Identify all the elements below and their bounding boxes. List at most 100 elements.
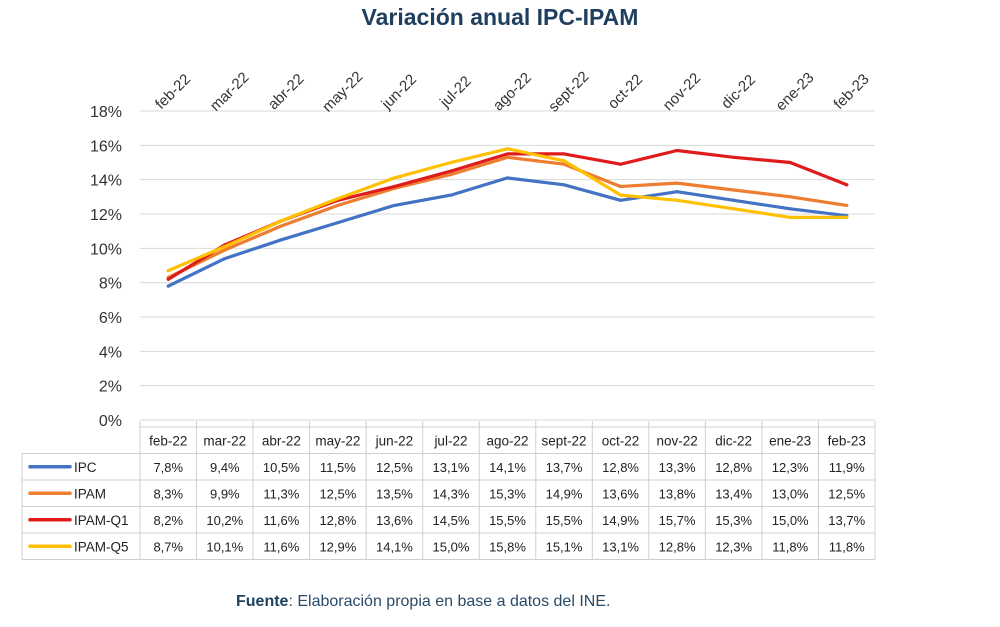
table-value-cell: 14,9% [602, 513, 639, 528]
table-value-cell: 15,5% [489, 513, 526, 528]
table-value-cell: 12,5% [319, 486, 356, 501]
table-value-cell: 12,8% [715, 460, 752, 475]
table-value-cell: 7,8% [153, 460, 183, 475]
table-value-cell: 10,5% [263, 460, 300, 475]
data-point [562, 152, 566, 156]
table-value-cell: 9,9% [210, 486, 240, 501]
series-lines [166, 147, 849, 288]
x-tick-label: may-22 [319, 68, 366, 115]
data-point [675, 148, 679, 153]
data-point [732, 188, 736, 192]
table-value-cell: 8,3% [153, 486, 183, 501]
y-tick-label: 14% [90, 173, 122, 190]
data-point [223, 245, 227, 249]
table-value-cell: 11,8% [772, 539, 808, 554]
table-header-cell: nov-22 [656, 433, 697, 448]
x-tick-label: abr-22 [265, 70, 308, 113]
data-point [788, 160, 792, 165]
data-point [505, 155, 510, 159]
table-value-cell: 8,2% [153, 513, 183, 528]
table-value-cell: 10,1% [206, 539, 243, 554]
data-point [336, 220, 340, 225]
data-point [449, 160, 453, 165]
table-value-cell: 14,5% [433, 513, 470, 528]
data-point [223, 257, 227, 261]
y-tick-label: 16% [90, 138, 122, 155]
x-tick-label: feb-23 [830, 71, 872, 113]
series-line-ipam-q5 [166, 147, 849, 273]
table-value-cell: 12,5% [376, 460, 413, 475]
x-tick-label: ago-22 [490, 69, 535, 114]
y-tick-label: 2% [99, 379, 122, 396]
table-value-cell: 14,9% [546, 486, 583, 501]
x-axis-ticks: feb-22 mar-22 abr-22 may-22 jun-22 jul-22 ago-… [152, 68, 873, 115]
table-value-cell: 14,1% [489, 460, 526, 475]
table-header-cell: dic-22 [715, 433, 752, 448]
table-value-cell: 15,3% [715, 513, 752, 528]
table-value-cell: 13,0% [772, 486, 809, 501]
data-point [618, 193, 623, 197]
series-line-ipam [166, 155, 849, 280]
x-tick-label: nov-22 [660, 70, 704, 114]
data-point [392, 184, 397, 189]
table-value-cell: 13,1% [602, 539, 639, 554]
data-point [449, 172, 453, 177]
data-point [279, 238, 283, 242]
data-point [336, 203, 340, 208]
data-point [223, 248, 227, 252]
source-text: : Elaboración propia en base a datos del… [288, 593, 611, 610]
table-value-cell: 12,5% [828, 486, 865, 501]
table-header-cell: oct-22 [602, 433, 640, 448]
legend-label: IPC [74, 460, 97, 475]
table-value-cell: 12,8% [319, 513, 356, 528]
data-point [166, 284, 170, 288]
y-tick-label: 18% [90, 104, 122, 121]
table-value-cell: 13,7% [546, 460, 583, 475]
data-point [788, 207, 792, 211]
data-point [562, 159, 566, 163]
data-point [618, 162, 623, 166]
x-tick-label: mar-22 [207, 69, 253, 115]
table-value-cell: 15,5% [546, 513, 583, 528]
table-value-cell: 15,3% [489, 486, 526, 501]
table-value-cell: 11,5% [320, 460, 356, 475]
data-point [562, 162, 566, 166]
data-point [675, 181, 679, 185]
y-axis-ticks: 0% 2% 4% 6% 8% 10% 12% 14% 16% 18% [90, 104, 122, 430]
table-value-cell: 11,6% [263, 513, 299, 528]
data-point [505, 176, 510, 180]
table-header-cell: ene-23 [769, 433, 811, 448]
table-value-cell: 12,8% [659, 539, 696, 554]
x-tick-label: jun-22 [378, 71, 420, 113]
table-value-cell: 15,7% [659, 513, 696, 528]
legend-label: IPAM-Q1 [74, 513, 129, 528]
legend-label: IPAM [74, 486, 106, 501]
data-point [618, 184, 623, 189]
table-value-cell: 8,7% [153, 539, 183, 554]
table-value-cell: 13,7% [828, 513, 865, 528]
table-header-cell: jun-22 [375, 433, 414, 448]
data-point [279, 219, 283, 223]
data-point [562, 183, 566, 187]
table-header-cell: feb-22 [149, 433, 187, 448]
y-tick-label: 8% [99, 276, 122, 293]
table-value-cell: 12,3% [772, 460, 809, 475]
x-tick-label: jul-22 [436, 73, 475, 112]
table-value-cell: 13,6% [376, 513, 413, 528]
data-point [732, 198, 736, 202]
data-point [392, 176, 397, 180]
data-point [788, 195, 792, 199]
data-table: feb-22 mar-22 abr-22 may-22 jun-22 jul-22 ago-… [21, 421, 876, 560]
x-tick-label: ene-23 [772, 69, 817, 114]
table-value-cell: 14,1% [376, 539, 413, 554]
table-value-cell: 12,9% [319, 539, 356, 554]
table-header-cell: jul-22 [433, 433, 467, 448]
table-header-cell: feb-23 [828, 433, 866, 448]
data-point [166, 277, 170, 281]
data-point [732, 207, 736, 211]
y-tick-label: 12% [90, 207, 122, 224]
table-value-cell: 12,3% [715, 539, 752, 554]
data-point [166, 269, 170, 273]
data-point [788, 215, 792, 220]
data-point [279, 224, 283, 228]
